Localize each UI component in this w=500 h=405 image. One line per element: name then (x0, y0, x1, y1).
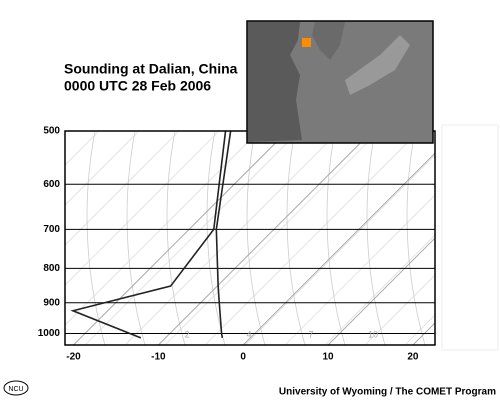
x-tick-label: -20 (66, 352, 81, 363)
land (345, 35, 410, 95)
isotherm-minor (204, 131, 420, 345)
isotherm-minor (65, 131, 180, 246)
sounding-line (70, 131, 227, 339)
isotherm-minor (324, 234, 435, 345)
adiabat (326, 131, 346, 345)
isotherm (73, 131, 288, 345)
mixing-ratio-label: 7 (308, 329, 313, 339)
isotherm-minor (244, 154, 435, 345)
isotherm-minor (65, 131, 140, 206)
sounding-line (215, 131, 232, 339)
wind-panel (441, 124, 499, 351)
logo (3, 380, 29, 396)
chart-title: Sounding at Dalian, China (64, 61, 238, 77)
profiles (70, 131, 232, 339)
isotherm (157, 131, 373, 345)
location-marker (302, 38, 311, 47)
y-tick-label: 1000 (38, 328, 61, 339)
map-inset (246, 20, 434, 144)
y-tick-label: 900 (43, 297, 60, 308)
isotherm (242, 152, 435, 345)
grid (0, 131, 435, 345)
isotherm-minor (164, 131, 380, 345)
mixing-ratio-label: 2 (184, 329, 189, 339)
chart-subtitle: 0000 UTC 28 Feb 2006 (64, 78, 211, 94)
isotherm (327, 237, 435, 345)
isotherm-minor (124, 131, 340, 345)
y-tick-label: 500 (43, 126, 60, 137)
isotherm-minor (84, 131, 300, 345)
adiabat (7, 131, 25, 345)
isotherm-minor (0, 131, 59, 345)
y-tick-label: 700 (43, 224, 60, 235)
adiabat (166, 131, 186, 345)
x-tick-label: 10 (323, 352, 335, 363)
isotherm-minor (284, 194, 435, 345)
adiabat (406, 131, 426, 345)
land (248, 22, 302, 142)
logo-text: NCU (8, 386, 23, 393)
credit: University of Wyoming / The COMET Progra… (279, 387, 496, 398)
y-tick-label: 600 (43, 179, 60, 190)
x-tick-label: -10 (151, 352, 166, 363)
mixing-ratio-label: 4 (246, 329, 251, 339)
adiabat (126, 131, 146, 345)
adiabat (246, 131, 266, 345)
adiabat (366, 131, 386, 345)
adiabat (286, 131, 306, 345)
mixing-ratio-label: 10 (368, 329, 378, 339)
y-tick-label: 800 (43, 263, 60, 274)
x-tick-label: 20 (407, 352, 419, 363)
isotherm-minor (364, 274, 435, 345)
isotherm-minor (65, 131, 220, 286)
x-tick-label: 0 (240, 352, 246, 363)
adiabat (86, 131, 106, 345)
land (312, 22, 345, 60)
adiabat (65, 343, 66, 345)
